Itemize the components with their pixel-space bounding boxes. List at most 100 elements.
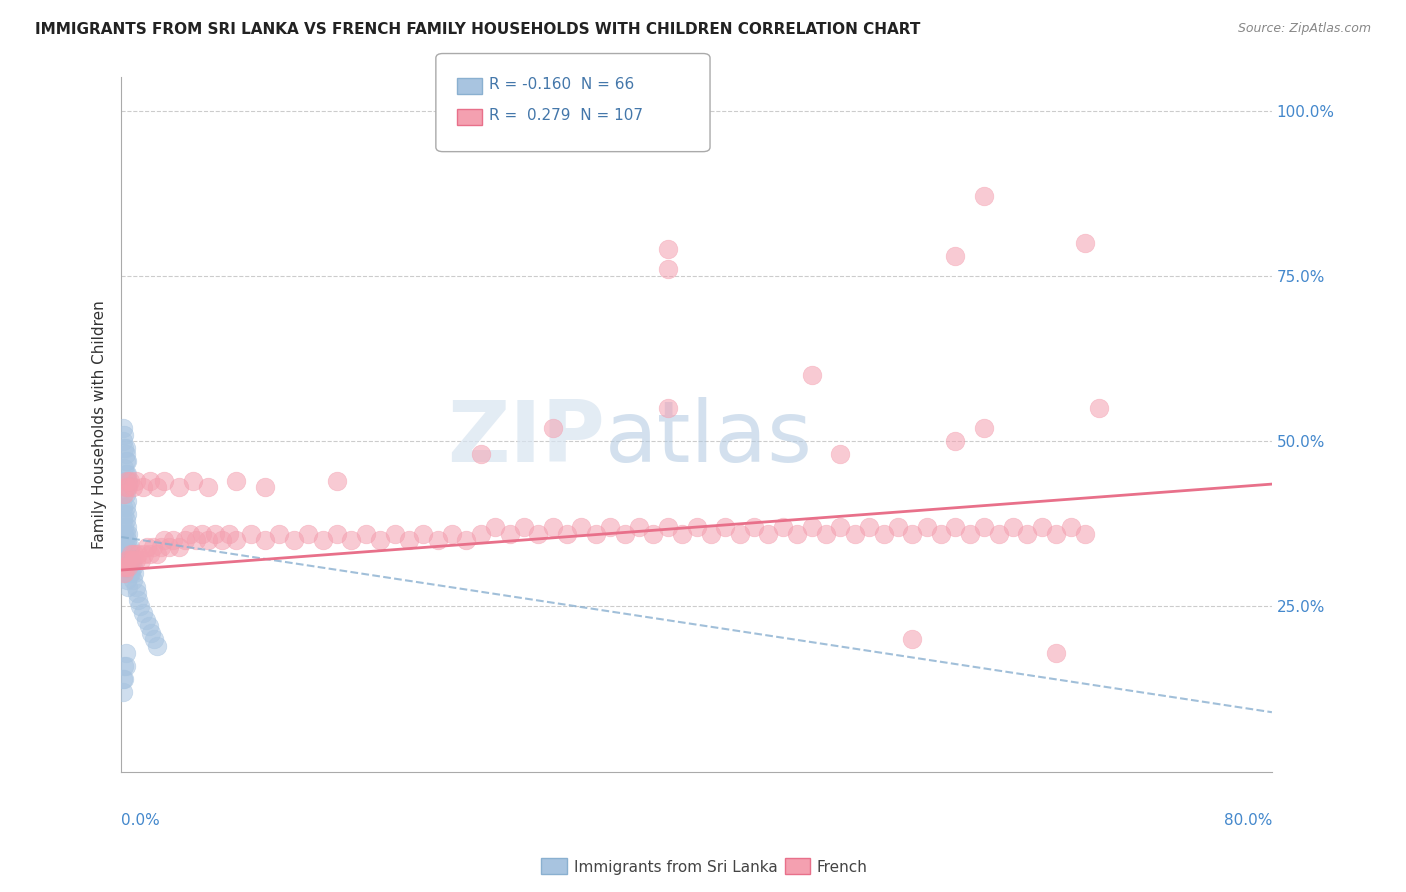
Point (541, 421, 564, 435)
Point (124, 553, 146, 567)
Point (115, 493, 138, 508)
Point (700, 526, 723, 541)
Point (111, 685, 134, 699)
Point (112, 507, 135, 521)
Point (120, 566, 142, 581)
Point (118, 474, 141, 488)
Point (114, 500, 136, 515)
Y-axis label: Family Households with Children: Family Households with Children (93, 301, 107, 549)
Point (118, 540, 141, 554)
Point (254, 533, 277, 548)
Point (115, 480, 138, 494)
Point (657, 243, 679, 257)
Point (114, 566, 136, 581)
Point (114, 454, 136, 468)
Point (112, 487, 135, 501)
Point (541, 520, 564, 534)
Point (599, 520, 621, 534)
Point (111, 513, 134, 527)
Point (112, 659, 135, 673)
Point (326, 526, 349, 541)
Text: atlas: atlas (605, 397, 813, 480)
Point (555, 526, 578, 541)
Point (218, 526, 240, 541)
Point (117, 526, 139, 541)
Point (117, 566, 139, 581)
Point (945, 249, 967, 263)
Point (800, 368, 823, 382)
Point (585, 526, 607, 541)
Point (114, 487, 136, 501)
Point (613, 526, 636, 541)
Point (112, 533, 135, 548)
Point (167, 480, 190, 494)
Point (225, 533, 247, 548)
Point (114, 559, 136, 574)
Point (135, 613, 157, 627)
Point (142, 540, 165, 554)
Point (120, 553, 142, 567)
Point (643, 526, 665, 541)
Point (132, 480, 155, 494)
Point (122, 566, 145, 581)
Point (121, 573, 143, 587)
Text: IMMIGRANTS FROM SRI LANKA VS FRENCH FAMILY HOUSEHOLDS WITH CHILDREN CORRELATION : IMMIGRANTS FROM SRI LANKA VS FRENCH FAMI… (35, 22, 921, 37)
Point (131, 553, 153, 567)
Point (124, 474, 146, 488)
Point (146, 480, 169, 494)
Point (973, 520, 995, 534)
Point (758, 526, 780, 541)
Point (225, 474, 247, 488)
Point (114, 526, 136, 541)
Point (111, 559, 134, 574)
Point (1088, 401, 1111, 415)
Point (470, 447, 492, 461)
Point (657, 401, 679, 415)
Point (484, 520, 506, 534)
Point (114, 553, 136, 567)
Point (115, 559, 138, 574)
Point (115, 507, 138, 521)
Point (157, 540, 180, 554)
Point (858, 520, 880, 534)
Point (127, 592, 149, 607)
Point (114, 659, 136, 673)
Point (239, 526, 262, 541)
Point (112, 427, 135, 442)
Point (929, 526, 952, 541)
Text: Immigrants from Sri Lanka: Immigrants from Sri Lanka (574, 860, 778, 874)
Point (498, 526, 520, 541)
Point (513, 520, 536, 534)
Text: 80.0%: 80.0% (1223, 814, 1272, 829)
Point (112, 672, 135, 686)
Point (112, 566, 135, 581)
Point (197, 480, 219, 494)
Point (398, 533, 420, 548)
Point (915, 520, 938, 534)
Point (671, 526, 693, 541)
Point (1031, 520, 1053, 534)
Point (146, 639, 169, 653)
Text: French: French (817, 860, 868, 874)
Point (340, 533, 363, 548)
Point (814, 526, 837, 541)
Point (326, 474, 349, 488)
Point (114, 447, 136, 461)
Point (127, 547, 149, 561)
Point (945, 520, 967, 534)
Point (121, 553, 143, 567)
Point (786, 526, 808, 541)
Point (728, 526, 751, 541)
Point (197, 533, 219, 548)
Point (830, 520, 852, 534)
Point (959, 526, 981, 541)
Point (384, 526, 406, 541)
Point (297, 526, 319, 541)
Point (115, 474, 138, 488)
Point (1074, 526, 1097, 541)
Point (112, 441, 135, 455)
Point (115, 533, 138, 548)
Point (138, 619, 160, 633)
Point (134, 547, 156, 561)
Point (122, 547, 145, 561)
